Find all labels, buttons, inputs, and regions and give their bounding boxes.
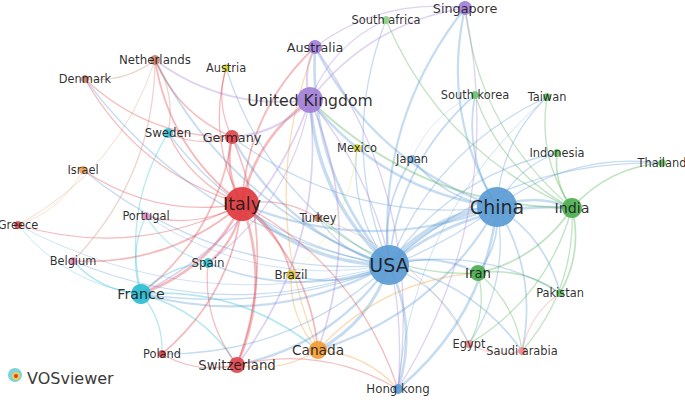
svg-text:India: India — [555, 200, 590, 216]
svg-text:Israel: Israel — [67, 163, 98, 177]
svg-text:Turkey: Turkey — [298, 211, 336, 225]
svg-text:Germany: Germany — [203, 130, 262, 145]
svg-text:Iran: Iran — [465, 266, 491, 281]
svg-text:USA: USA — [369, 254, 408, 276]
svg-text:Indonesia: Indonesia — [529, 146, 584, 160]
svg-text:Portugal: Portugal — [122, 209, 169, 223]
svg-text:Egypt: Egypt — [453, 337, 486, 351]
svg-text:France: France — [117, 286, 165, 302]
svg-text:Pakistan: Pakistan — [536, 286, 584, 300]
svg-text:Switzerland: Switzerland — [198, 358, 276, 373]
svg-text:South korea: South korea — [441, 88, 509, 102]
svg-text:Poland: Poland — [143, 347, 181, 361]
svg-text:Mexico: Mexico — [337, 141, 377, 155]
svg-text:VOSviewer: VOSviewer — [27, 369, 114, 388]
svg-text:South africa: South africa — [352, 13, 421, 27]
svg-text:Australia: Australia — [287, 40, 344, 55]
svg-text:Saudi arabia: Saudi arabia — [486, 344, 557, 358]
svg-text:Japan: Japan — [395, 152, 428, 166]
svg-text:Sweden: Sweden — [145, 126, 192, 140]
svg-text:Denmark: Denmark — [59, 72, 112, 86]
svg-text:Hong kong: Hong kong — [366, 382, 429, 396]
svg-text:Taiwan: Taiwan — [527, 90, 567, 104]
svg-text:Austria: Austria — [206, 61, 246, 75]
svg-text:Italy: Italy — [223, 194, 261, 214]
svg-text:Spain: Spain — [191, 256, 224, 270]
svg-text:Brazil: Brazil — [275, 268, 308, 282]
svg-text:Greece: Greece — [0, 218, 38, 232]
svg-text:Singapore: Singapore — [433, 1, 498, 16]
svg-text:United Kingdom: United Kingdom — [247, 91, 373, 110]
svg-text:Netherlands: Netherlands — [119, 53, 191, 67]
svg-text:China: China — [470, 196, 524, 218]
svg-text:Thailand: Thailand — [637, 156, 685, 170]
svg-text:Canada: Canada — [292, 342, 344, 358]
svg-text:Belgium: Belgium — [50, 254, 97, 268]
